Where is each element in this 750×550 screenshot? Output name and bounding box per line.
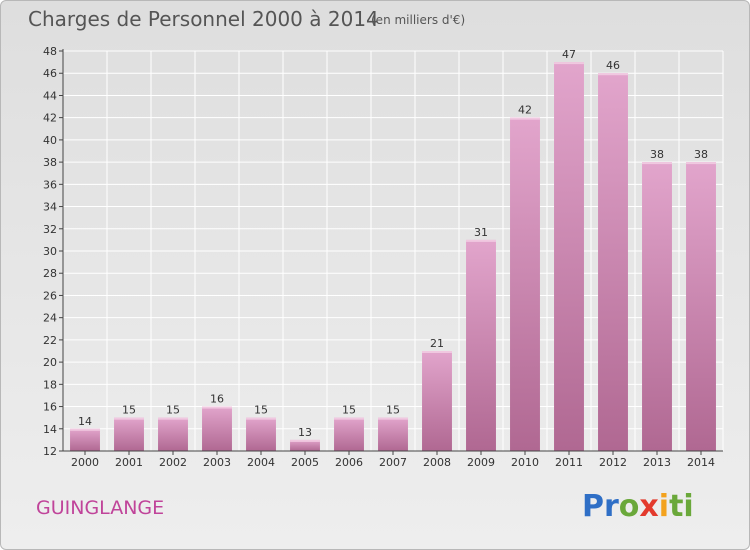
proxiti-logo: Proxiti xyxy=(582,489,694,524)
data-label: 14 xyxy=(78,415,92,428)
data-label: 13 xyxy=(298,426,312,439)
bar-top-edge xyxy=(246,417,276,420)
y-tick-label: 26 xyxy=(43,289,57,302)
y-tick-label: 46 xyxy=(43,67,57,80)
bar xyxy=(334,417,364,451)
data-label: 15 xyxy=(122,404,136,417)
logo-letter: i xyxy=(683,489,694,524)
bars: 14 15 15 16 15 13 15 15 21 31 42 47 46 38 38 xyxy=(70,48,716,452)
bar xyxy=(598,73,628,451)
data-label: 31 xyxy=(474,226,488,239)
bar xyxy=(202,406,232,451)
logo-letter: P xyxy=(582,489,604,524)
bar xyxy=(158,417,188,451)
data-label: 15 xyxy=(254,404,268,417)
bar xyxy=(554,62,584,451)
logo-letter: x xyxy=(639,489,659,524)
data-label: 47 xyxy=(562,48,576,61)
x-tick-label: 2010 xyxy=(511,456,539,469)
y-tick-label: 40 xyxy=(43,134,57,147)
x-tick-label: 2005 xyxy=(291,456,319,469)
bar xyxy=(642,162,672,451)
bar xyxy=(290,439,320,451)
y-tick-label: 24 xyxy=(43,312,57,325)
axes: 12 14 16 18 20 22 24 26 28 30 32 34 36 38 40 42 44 46 48 20… xyxy=(43,45,723,469)
y-tick-label: 14 xyxy=(43,423,57,436)
data-label: 15 xyxy=(166,404,180,417)
x-tick-label: 2009 xyxy=(467,456,495,469)
bar xyxy=(246,417,276,451)
bar-top-edge xyxy=(598,73,628,76)
bar-top-edge xyxy=(510,117,540,120)
x-tick-label: 2014 xyxy=(687,456,715,469)
logo-letter: t xyxy=(669,489,684,524)
town-name: GUINGLANGE xyxy=(36,497,165,519)
y-tick-label: 22 xyxy=(43,334,57,347)
bar-top-edge xyxy=(202,406,232,409)
x-tick-label: 2008 xyxy=(423,456,451,469)
data-label: 46 xyxy=(606,59,620,72)
bar-top-edge xyxy=(554,62,584,65)
y-tick-label: 42 xyxy=(43,112,57,125)
data-label: 42 xyxy=(518,104,532,117)
y-tick-label: 48 xyxy=(43,45,57,58)
x-tick-label: 2013 xyxy=(643,456,671,469)
data-label: 21 xyxy=(430,337,444,350)
y-tick-label: 28 xyxy=(43,267,57,280)
x-tick-label: 2000 xyxy=(71,456,99,469)
x-tick-label: 2007 xyxy=(379,456,407,469)
bar-top-edge xyxy=(642,162,672,165)
bar xyxy=(510,117,540,452)
y-tick-label: 12 xyxy=(43,445,57,458)
y-tick-label: 36 xyxy=(43,178,57,191)
y-tick-label: 34 xyxy=(43,201,57,214)
x-tick-label: 2002 xyxy=(159,456,187,469)
logo-letter: o xyxy=(618,489,640,524)
bar-top-edge xyxy=(158,417,188,420)
x-tick-label: 2004 xyxy=(247,456,275,469)
bar xyxy=(686,162,716,451)
y-tick-label: 44 xyxy=(43,89,57,102)
logo-letter: i xyxy=(658,489,670,524)
y-tick-label: 18 xyxy=(43,378,57,391)
chart-subtitle: (en milliers d'€) xyxy=(371,13,466,27)
x-tick-label: 2006 xyxy=(335,456,363,469)
y-tick-label: 32 xyxy=(43,223,57,236)
data-label: 15 xyxy=(342,404,356,417)
bar-top-edge xyxy=(114,417,144,420)
chart-title: Charges de Personnel 2000 à 2014 xyxy=(28,7,379,31)
bar-top-edge xyxy=(70,428,100,431)
y-tick-label: 30 xyxy=(43,245,57,258)
bar xyxy=(114,417,144,451)
y-tick-label: 38 xyxy=(43,156,57,169)
bar-top-edge xyxy=(334,417,364,420)
data-label: 16 xyxy=(210,393,224,406)
bar-top-edge xyxy=(466,239,496,242)
x-tick-label: 2001 xyxy=(115,456,143,469)
bar-top-edge xyxy=(378,417,408,420)
bar xyxy=(378,417,408,451)
x-tick-label: 2003 xyxy=(203,456,231,469)
bar-top-edge xyxy=(686,162,716,165)
logo-letter: r xyxy=(604,489,619,524)
bar xyxy=(70,428,100,451)
data-label: 15 xyxy=(386,404,400,417)
bar xyxy=(422,351,452,451)
y-tick-label: 20 xyxy=(43,356,57,369)
y-tick-label: 16 xyxy=(43,401,57,414)
data-label: 38 xyxy=(650,148,664,161)
data-label: 38 xyxy=(694,148,708,161)
bar-top-edge xyxy=(422,351,452,353)
x-tick-label: 2012 xyxy=(599,456,627,469)
bar xyxy=(466,239,496,451)
x-tick-label: 2011 xyxy=(555,456,583,469)
bar-top-edge xyxy=(290,439,320,442)
